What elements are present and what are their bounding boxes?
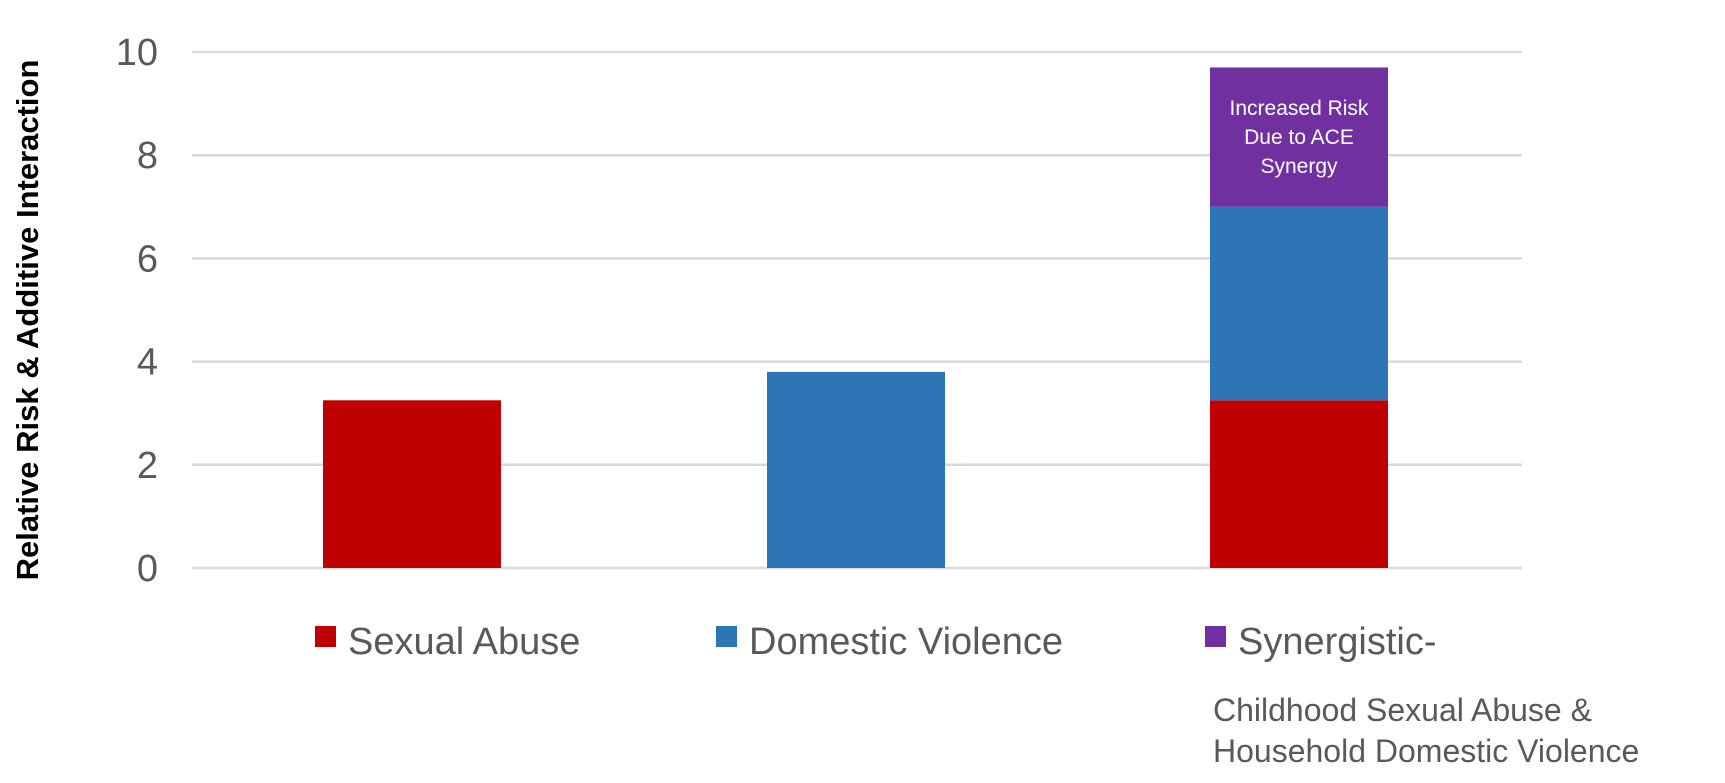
legend-label: Domestic Violence	[749, 621, 1063, 663]
category-label-line: Childhood Sexual Abuse &	[1213, 692, 1592, 728]
y-tick-label: 8	[137, 135, 158, 177]
y-tick-label: 4	[137, 342, 158, 384]
annotation-line: Due to ACE	[1244, 126, 1354, 149]
bar-segment	[1210, 67, 1388, 207]
bar-segment	[323, 400, 501, 568]
y-tick-label: 2	[137, 445, 158, 487]
y-axis-label: Relative Risk & Additive Interaction	[10, 60, 45, 581]
y-tick-label: 10	[116, 32, 158, 74]
legend: Sexual Abuse Domestic Violence Synergistic…	[315, 621, 1437, 663]
annotation-line: Increased Risk	[1230, 97, 1369, 120]
legend-swatch	[1205, 626, 1226, 647]
category-label-line: Household Domestic Violence	[1213, 733, 1639, 769]
bar-segment	[1210, 206, 1388, 401]
bars	[323, 67, 1388, 568]
legend-label: Synergistic-	[1238, 621, 1437, 663]
y-tick-label: 6	[137, 238, 158, 280]
bar-segment	[767, 371, 945, 568]
category-labels: Childhood Sexual Abuse & Household Domest…	[1213, 692, 1639, 769]
legend-swatch	[716, 626, 737, 647]
legend-label: Sexual Abuse	[348, 621, 580, 663]
annotation-line: Synergy	[1260, 155, 1338, 178]
y-axis-ticks: 0 2 4 6 8 10	[116, 32, 158, 590]
y-tick-label: 0	[137, 548, 158, 590]
annotation: Increased Risk Due to ACE Synergy	[1230, 97, 1369, 178]
legend-swatch	[315, 626, 336, 647]
bar-segment	[1210, 400, 1388, 568]
